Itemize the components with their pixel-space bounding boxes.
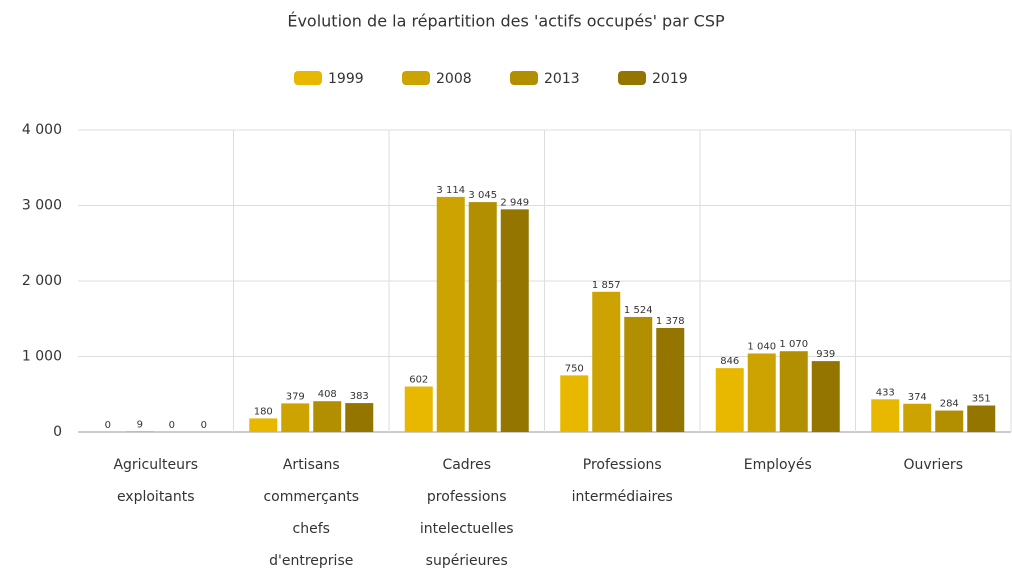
bar [967,405,996,432]
bar [281,403,310,432]
data-label: 939 [816,349,835,360]
data-label: 0 [169,420,175,431]
bar [313,401,342,432]
data-label: 408 [318,389,337,400]
bar [811,361,840,432]
data-label: 1 378 [656,316,685,327]
legend-swatch [294,71,322,85]
x-tick-label: chefs [293,521,330,537]
y-tick-label: 1 000 [22,349,62,365]
x-tick-label: exploitants [117,489,195,505]
data-label: 846 [720,356,739,367]
data-label: 284 [940,399,959,410]
bar [779,351,808,432]
data-label: 180 [254,406,273,417]
x-tick-label: commerçants [263,489,359,505]
legend-label: 2019 [652,71,688,87]
x-tick-label: supérieures [426,553,508,569]
y-tick-label: 3 000 [22,198,62,214]
data-label: 3 045 [468,190,497,201]
data-label: 379 [286,391,305,402]
bar [125,431,154,432]
bar [871,399,900,432]
y-tick-label: 4 000 [22,122,62,138]
x-tick-label: Employés [744,457,812,473]
x-tick-label: professions [427,489,507,505]
legend-swatch [510,71,538,85]
x-tick-label: Professions [583,457,662,473]
bar [560,375,589,432]
x-tick-label: Ouvriers [904,457,964,473]
data-label: 351 [972,393,991,404]
legend-swatch [402,71,430,85]
data-label: 1 857 [592,280,621,291]
chart-title: Évolution de la répartition des 'actifs … [287,12,725,31]
legend-swatch [618,71,646,85]
x-tick-label: intermédiaires [572,489,673,505]
x-tick-label: intelectuelles [420,521,514,537]
x-tick-label: Agriculteurs [113,457,198,473]
legend-label: 2008 [436,71,472,87]
y-tick-label: 0 [53,424,62,440]
bar [500,209,529,432]
bar [468,202,497,432]
bar [903,403,932,432]
data-label: 374 [908,392,927,403]
data-label: 9 [137,419,143,430]
bar [935,410,964,432]
data-label: 1 070 [779,339,808,350]
data-label: 1 040 [747,341,776,352]
x-tick-label: Artisans [283,457,340,473]
bar [715,368,744,432]
data-label: 1 524 [624,305,653,316]
bar [592,291,621,432]
bar [436,196,465,432]
bar [404,386,433,432]
bar [624,316,653,432]
legend-label: 2013 [544,71,580,87]
x-tick-label: d'entreprise [269,553,353,569]
data-label: 433 [876,387,895,398]
bar [345,403,374,432]
data-label: 383 [350,391,369,402]
data-label: 3 114 [436,185,465,196]
data-label: 0 [201,420,207,431]
bar [656,327,685,432]
bar [249,418,278,432]
x-tick-label: Cadres [442,457,491,473]
data-label: 602 [409,375,428,386]
data-label: 750 [565,363,584,374]
y-tick-label: 2 000 [22,273,62,289]
legend-label: 1999 [328,71,364,87]
bar [747,353,776,432]
data-label: 0 [105,420,111,431]
data-label: 2 949 [500,197,529,208]
